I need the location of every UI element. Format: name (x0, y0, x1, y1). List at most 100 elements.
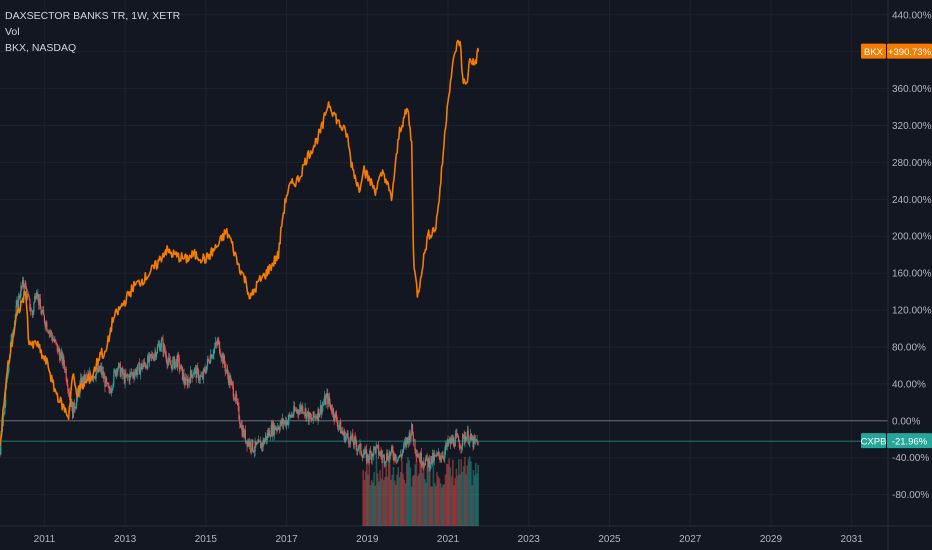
candle-body (432, 453, 434, 463)
candle-body (302, 412, 305, 414)
candle-body (48, 331, 50, 334)
y-tick-label: 440.00% (892, 10, 932, 21)
candle-body (151, 354, 153, 357)
volume-bar (443, 484, 446, 526)
candle-body (137, 363, 139, 371)
x-tick-label: 2011 (34, 534, 56, 545)
candle-body (131, 372, 133, 375)
candle-body (185, 378, 188, 380)
x-tick-label: 2027 (679, 534, 702, 545)
volume-bar (471, 485, 473, 526)
candle-body (66, 379, 68, 385)
candle-body (271, 424, 273, 436)
candle-body (91, 378, 93, 381)
candle-body (178, 357, 180, 369)
candle-body (301, 406, 303, 411)
candle-body (159, 344, 161, 351)
candle-body (103, 376, 105, 379)
candle-body (319, 405, 322, 414)
candle-body (217, 339, 219, 345)
volume-bar (461, 471, 464, 526)
volume-bar (433, 482, 436, 526)
bkx-price-label-value-box (887, 43, 932, 59)
legend-compare-symbol[interactable]: BKX, NASDAQ (5, 42, 77, 54)
candle-body (306, 411, 309, 413)
candle-body (411, 424, 413, 435)
volume-bar (390, 480, 392, 526)
volume-bar (425, 482, 427, 526)
candle-body (279, 424, 281, 430)
candle-body (300, 405, 302, 411)
candle-body (188, 379, 190, 381)
candle-body (319, 413, 321, 418)
candle-body (340, 430, 343, 434)
candle-body (431, 456, 433, 463)
candle-body (349, 436, 351, 445)
volume-bar (466, 465, 469, 526)
candle-body (59, 352, 61, 361)
candle-body (429, 464, 431, 468)
candle-body (251, 439, 253, 451)
candle-body (246, 440, 248, 447)
volume-bar (464, 457, 466, 526)
candle-body (312, 411, 314, 420)
volume-bar (416, 476, 419, 526)
candle-body (327, 392, 329, 405)
candle-body (3, 413, 5, 414)
legend-volume[interactable]: Vol (5, 26, 20, 38)
candle-body (53, 340, 55, 342)
candle-body (193, 372, 195, 375)
volume-bar (472, 470, 475, 526)
candle-body (322, 404, 324, 407)
candle-body (445, 444, 448, 448)
candle-body (83, 374, 85, 385)
candle-body (51, 331, 53, 337)
candle-body (415, 453, 418, 457)
candle-body (51, 336, 54, 341)
candle-body (187, 379, 189, 386)
candle-body (405, 440, 407, 446)
candle-body (166, 360, 168, 365)
candle-body (249, 441, 251, 449)
candle-body (260, 443, 263, 449)
candle-body (189, 370, 192, 384)
bkx-line (0, 39, 480, 446)
candle-body (259, 441, 261, 443)
candle-body (8, 362, 10, 371)
candle-body (256, 443, 259, 444)
candle-body (284, 420, 286, 423)
candle-body (256, 443, 258, 446)
candle-body (222, 354, 224, 364)
candle-body (398, 457, 400, 459)
candle-body (264, 436, 267, 440)
volume-bar (422, 462, 425, 526)
candle-body (331, 409, 333, 413)
legend-main-symbol[interactable]: DAXSECTOR BANKS TR, 1W, XETR (5, 10, 181, 22)
candle-body (327, 396, 330, 405)
candle-body (39, 299, 41, 310)
candle-body (206, 358, 209, 366)
candle-body (355, 439, 357, 446)
candle-body (208, 359, 210, 363)
x-tick-label: 2019 (356, 534, 379, 545)
candle-body (182, 373, 184, 380)
candle-body (407, 437, 409, 439)
candle-body (242, 428, 244, 437)
candle-body (373, 446, 376, 448)
candle-body (164, 352, 167, 355)
candle-body (98, 366, 100, 372)
candle-body (367, 454, 369, 460)
x-tick-label: 2031 (841, 534, 864, 545)
volume-bar (424, 479, 426, 526)
volume-bar (384, 477, 386, 526)
volume-bar (442, 484, 444, 526)
volume-bar (372, 482, 374, 526)
candle-body (399, 454, 402, 456)
candle-body (122, 373, 125, 375)
x-tick-label: 2029 (760, 534, 783, 545)
candle-body (18, 296, 20, 299)
candle-body (299, 405, 301, 410)
volume-bar (439, 483, 442, 526)
candle-body (422, 462, 424, 466)
